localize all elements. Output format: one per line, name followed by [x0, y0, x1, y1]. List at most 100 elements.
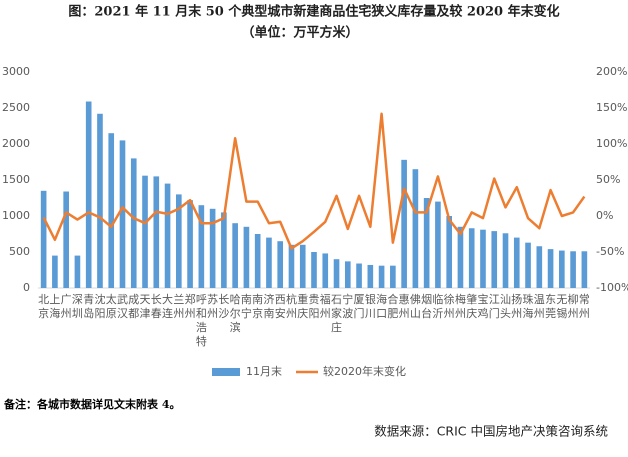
bar: [412, 169, 419, 288]
bar: [559, 250, 565, 288]
y2-tick-label: -100%: [596, 281, 628, 294]
x-tick-label: 武汉: [117, 293, 128, 320]
chart-subtitle: （单位：万平方米）: [241, 25, 358, 41]
bar: [209, 208, 216, 288]
x-tick-label: 西安: [275, 293, 286, 320]
bar: [367, 264, 374, 288]
x-tick-label: 青岛: [83, 293, 94, 320]
note: 备注：各城市数据详见文末附表 4。: [3, 397, 180, 411]
bar: [187, 200, 193, 288]
line: [42, 112, 586, 250]
x-tick-label: 广州: [61, 293, 72, 320]
bar: [266, 237, 272, 288]
x-tick-label: 烟台: [421, 292, 432, 320]
y2-tick-label: 150%: [596, 101, 627, 114]
bar: [176, 194, 182, 288]
x-tick-label: 成都: [128, 293, 139, 320]
bar: [457, 226, 464, 288]
bar: [85, 101, 92, 289]
x-tick-label: 银川: [365, 292, 376, 320]
bar: [525, 242, 531, 288]
bar: [480, 229, 486, 288]
x-tick-label: 汕头: [500, 293, 511, 320]
x-tick-label: 扬州: [511, 292, 522, 320]
y2-tick-label: -50%: [596, 245, 624, 258]
x-tick-label: 厦门: [354, 293, 365, 320]
x-tick-label: 常州: [579, 293, 590, 320]
x-tick-label: 北京: [38, 293, 49, 320]
x-tick-label: 重庆: [297, 292, 308, 320]
x-tick-label: 海口: [376, 292, 387, 320]
x-tick-label: 南京: [252, 293, 263, 320]
bar: [570, 251, 576, 288]
bar: [119, 140, 126, 288]
bar: [333, 259, 340, 288]
y-tick-label: 1500: [2, 173, 30, 186]
bar: [378, 265, 385, 288]
bar: [232, 223, 238, 288]
y-tick-label: 500: [9, 245, 30, 258]
y-tick-label: 2000: [2, 137, 30, 150]
y2-tick-label: 0%: [596, 209, 613, 222]
x-tick-label: 大连: [162, 292, 173, 320]
x-tick-label: 石家庄: [331, 293, 342, 334]
x-tick-label: 济南: [263, 292, 274, 320]
x-tick-label: 柳州: [568, 292, 579, 320]
y2-tick-label: 200%: [596, 65, 627, 78]
bar: [547, 249, 554, 288]
bar: [108, 133, 115, 288]
bar: [513, 237, 520, 288]
bar: [311, 252, 317, 288]
legend-swatch: [212, 368, 240, 376]
x-tick-label: 长春: [151, 293, 162, 320]
x-tick-label: 徐州: [444, 292, 455, 320]
y-tick-label: 3000: [2, 65, 30, 78]
bar: [536, 246, 543, 288]
x-tick-label: 东莞: [545, 293, 556, 320]
bar: [299, 244, 306, 288]
bar: [322, 253, 329, 288]
bar: [491, 231, 498, 288]
y-tick-label: 2500: [2, 101, 30, 114]
x-tick-label: 深圳: [72, 293, 83, 320]
x-tick-label: 福州: [320, 292, 331, 320]
x-tick-label: 长沙: [218, 293, 229, 320]
x-tick-label: 郑州: [185, 292, 196, 320]
bar: [52, 255, 58, 288]
x-tick-label: 兰州: [173, 293, 184, 320]
x-tick-label: 宝鸡: [477, 292, 488, 320]
bar: [254, 234, 261, 288]
bar: [130, 158, 137, 288]
source: 数据来源：CRIC 中国房地产决策咨询系统: [374, 424, 608, 439]
bar: [198, 205, 205, 288]
bar: [423, 198, 430, 288]
bar: [468, 228, 475, 288]
x-tick-label: 上海: [49, 293, 60, 320]
legend-label: 11月末: [246, 364, 282, 378]
x-tick-label: 杭州: [286, 292, 297, 320]
bar: [446, 216, 452, 288]
x-tick-label: 太原: [106, 293, 117, 320]
bar: [221, 212, 227, 288]
x-tick-label: 临沂: [432, 292, 443, 320]
chart-title: 图：2021 年 11 月末 50 个典型城市新建商品住宅狭义库存量及较 202…: [68, 4, 559, 20]
x-tick-label: 无锡: [556, 293, 567, 320]
bar: [63, 191, 69, 288]
bar: [40, 190, 47, 288]
x-tick-label: 佛山: [410, 293, 421, 320]
x-tick-label: 江门: [489, 293, 500, 320]
bar: [401, 159, 407, 288]
y-tick-label: 1000: [2, 209, 30, 222]
x-tick-label: 哈尔滨: [230, 293, 241, 334]
x-tick-label: 惠州: [399, 292, 410, 320]
x-tick-label: 南宁: [241, 293, 252, 320]
bar: [153, 176, 160, 288]
x-tick-label: 沈阳: [94, 292, 105, 320]
bar: [97, 113, 103, 288]
y-tick-label: 0: [23, 281, 30, 294]
x-tick-label: 苏州: [207, 293, 218, 320]
x-tick-label: 梅州: [455, 292, 466, 320]
bar: [435, 201, 441, 288]
bar: [164, 183, 171, 288]
